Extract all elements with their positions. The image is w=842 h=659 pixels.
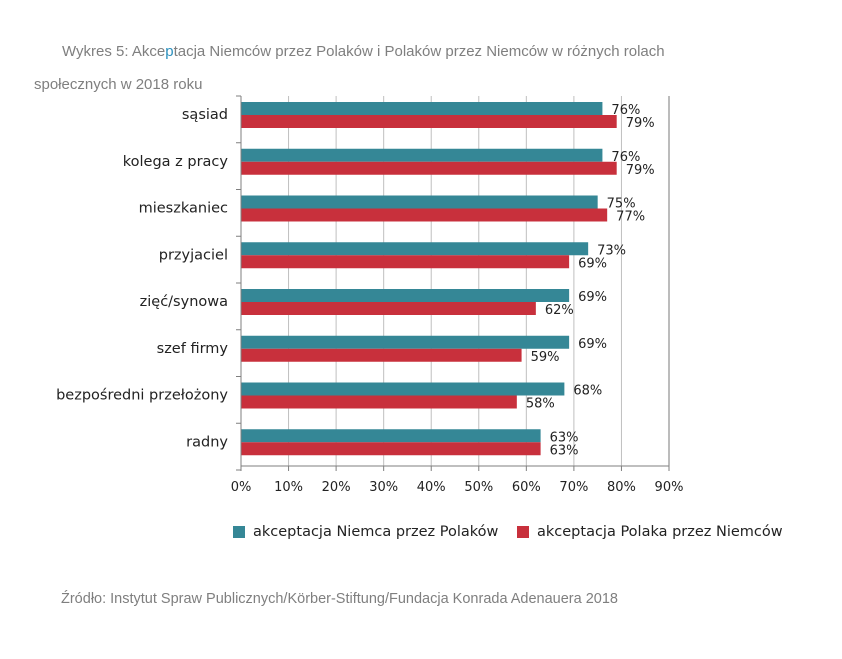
data-label: 63%	[550, 443, 579, 458]
x-tick-label: 60%	[512, 480, 541, 495]
data-label: 76%	[611, 103, 640, 118]
x-tick-label: 0%	[231, 480, 252, 495]
data-label: 58%	[526, 397, 555, 412]
category-label: mieszkaniec	[139, 201, 228, 217]
x-tick-label: 80%	[607, 480, 636, 495]
data-label: 62%	[545, 303, 574, 318]
legend-swatch-teal	[233, 526, 245, 538]
bars-layer	[241, 102, 617, 456]
chart-title-line-2: społecznych w 2018 roku	[34, 76, 203, 93]
data-label: 79%	[626, 116, 655, 131]
data-label: 76%	[611, 150, 640, 165]
data-label: 68%	[573, 384, 602, 399]
data-label: 69%	[578, 256, 607, 271]
bar-red	[241, 255, 570, 269]
bar-teal	[241, 382, 565, 396]
bar-teal	[241, 148, 603, 162]
x-tick-label: 10%	[274, 480, 303, 495]
bar-teal	[241, 335, 570, 349]
labels-layer: sąsiad 76%79%kolega z pracy 76%79%mieszkan…	[56, 103, 655, 458]
x-tick-label: 20%	[322, 480, 351, 495]
bar-chart: sąsiad 76%79%kolega z pracy 76%79%mieszkan…	[56, 95, 684, 495]
category-label: kolega z pracy	[123, 154, 229, 170]
title-part-accent: p	[165, 43, 174, 60]
source-note: Źródło: Instytut Spraw Publicznych/Körbe…	[61, 591, 618, 607]
bar-red	[241, 348, 522, 362]
category-label: radny	[186, 434, 228, 450]
axis-layer: 0% 10% 20% 30% 40% 50% 60% 70% 80% 90%	[231, 95, 684, 495]
data-label: 73%	[597, 243, 626, 258]
data-label: 75%	[607, 197, 636, 212]
legend-item-series-2: akceptacja Polaka przez Niemców	[517, 524, 783, 540]
category-label: bezpośredni przełożony	[56, 388, 228, 404]
data-label: 69%	[578, 290, 607, 305]
legend-label-series-1: akceptacja Niemca przez Polaków	[253, 524, 499, 540]
data-label: 69%	[578, 337, 607, 352]
data-label: 63%	[550, 430, 579, 445]
category-label: sąsiad	[182, 107, 228, 123]
legend-item-series-1: akceptacja Niemca przez Polaków	[233, 524, 498, 540]
category-label: zięć/synowa	[140, 294, 228, 310]
bar-red	[241, 442, 541, 456]
bar-teal	[241, 195, 598, 209]
bar-red	[241, 395, 517, 409]
bar-teal	[241, 102, 603, 115]
data-label: 59%	[531, 350, 560, 365]
chart-title-line-1: Wykres 5: Akceptacja Niemców przez Polak…	[62, 43, 665, 60]
category-label: przyjaciel	[159, 247, 228, 263]
bar-red	[241, 161, 617, 175]
bar-red	[241, 115, 617, 128]
x-tick-label: 90%	[655, 480, 684, 495]
x-tick-label: 70%	[559, 480, 588, 495]
x-tick-label: 50%	[464, 480, 493, 495]
bar-red	[241, 302, 536, 315]
legend-swatch-red	[517, 526, 529, 538]
bar-teal	[241, 289, 570, 302]
x-tick-label: 40%	[417, 480, 446, 495]
title-part-2: tacja Niemców przez Polaków i Polaków pr…	[173, 43, 665, 60]
bar-teal	[241, 429, 541, 443]
data-label: 77%	[616, 210, 645, 225]
data-label: 79%	[626, 163, 655, 178]
x-tick-label: 30%	[369, 480, 398, 495]
bar-red	[241, 208, 608, 222]
category-label: szef firmy	[157, 341, 229, 357]
bar-teal	[241, 242, 589, 256]
legend-label-series-2: akceptacja Polaka przez Niemców	[537, 524, 783, 540]
title-part-1: Wykres 5: Akce	[62, 43, 166, 60]
